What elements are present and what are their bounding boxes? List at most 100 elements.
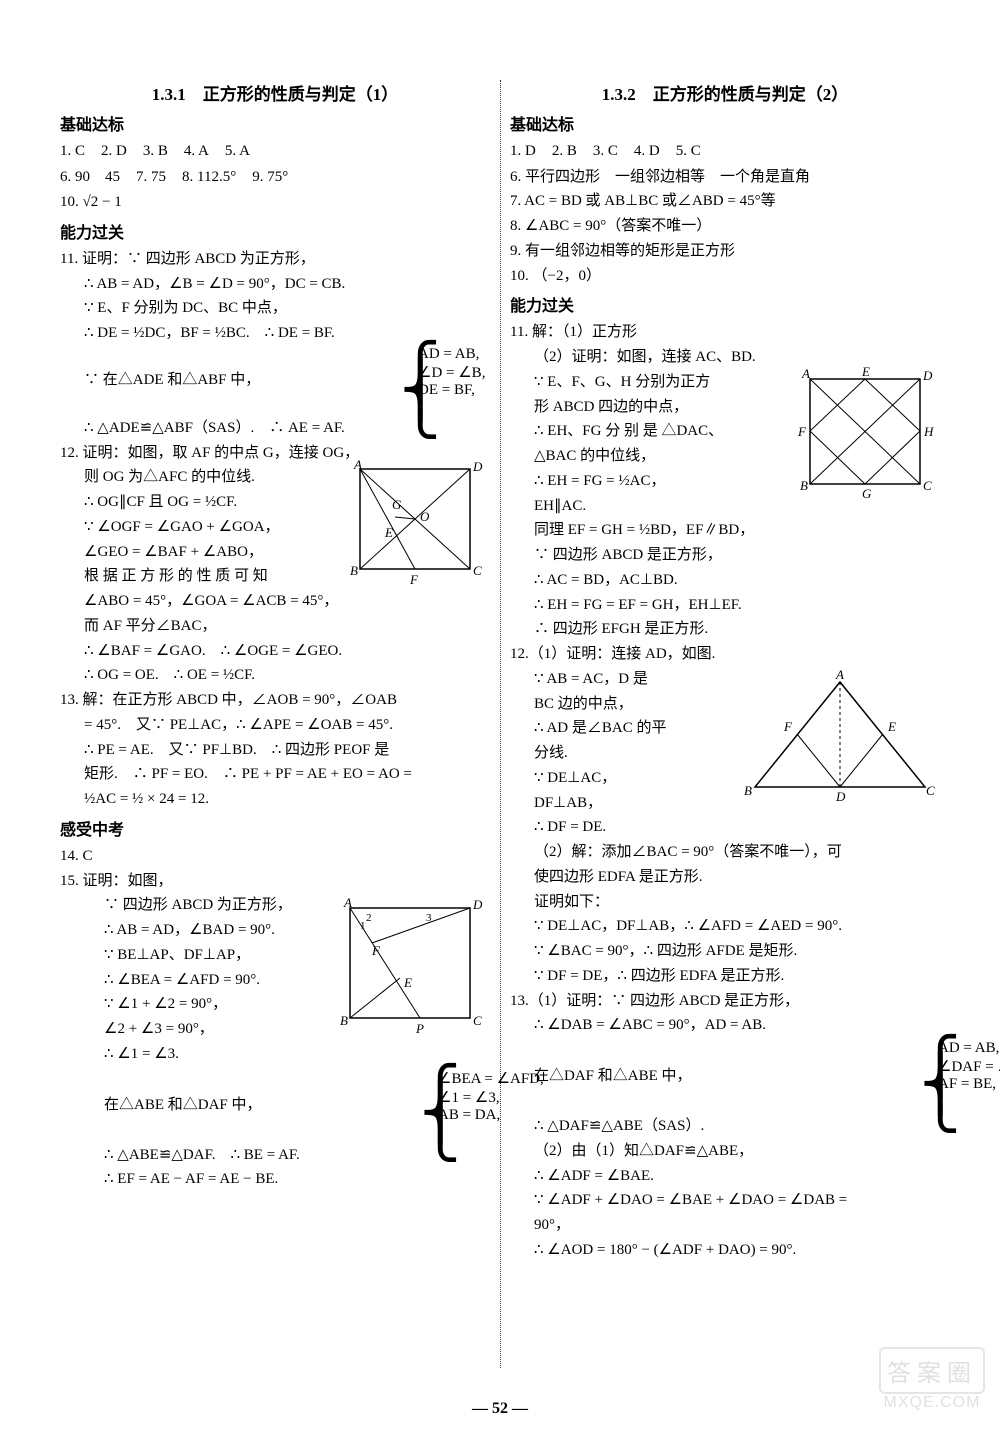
p11ar: 11. 解：（1）正方形 [510,320,940,345]
p15f: ∵ ∠1 + ∠2 = 90°， [60,992,310,1017]
left-column: 1.3.1 正方形的性质与判定（1） 基础达标 1. C 2. D 3. B 4… [60,80,490,1388]
svg-text:E: E [403,975,412,990]
p12cr: BC 边的中点， [510,692,710,717]
p11cr: ∵ E、F、G、H 分别为正方 [510,370,765,395]
column-divider [500,80,501,1368]
svg-text:P: P [415,1021,424,1036]
p15g: ∠2 + ∠3 = 90°， [60,1017,310,1042]
p11ir: 同理 EF = GH = ½BD，EF∥BD， [510,518,940,543]
brace-row: AD = AB, [938,1040,1000,1057]
p11fr: △BAC 的中位线， [510,444,765,469]
figure-r12: A B C D F E [740,667,940,807]
p12mr: ∵ ∠BAC = 90°，∴ 四边形 AFDE 是矩形. [510,939,940,964]
p12dr: ∴ AD 是∠BAC 的平 [510,716,710,741]
brace-row: ∠DAF = ∠ABE = 90°, [938,1057,1000,1076]
p15h: ∴ ∠1 = ∠3. [60,1042,310,1067]
p12br: ∵ AB = AC，D 是 [510,667,710,692]
p15e: ∴ ∠BEA = ∠AFD = 90°. [60,968,310,993]
page-number: — 52 — [0,1400,1000,1418]
section-title-1: 1.3.1 正方形的性质与判定（1） [60,80,490,105]
ans: 3. C [593,139,618,165]
p15c: ∴ AB = AD，∠BAD = 90°. [60,918,310,943]
p15i: 在△ABE 和△DAF 中， [60,1093,262,1118]
svg-text:C: C [473,1013,482,1028]
ans: 1. D [510,139,536,165]
p14: 14. C [60,844,490,869]
p12nr: ∵ DF = DE，∴ 四边形 EDFA 是正方形. [510,964,940,989]
svg-text:C: C [923,478,932,493]
p11mr: ∴ 四边形 EFGH 是正方形. [510,617,940,642]
svg-text:2: 2 [366,912,372,924]
ans: 2. D [101,139,127,165]
figure-15: A D B C P F E 1 2 3 [330,893,490,1043]
svg-text:F: F [371,943,381,958]
p11c: ∵ E、F 分别为 DC、BC 中点， [60,296,490,321]
right-column: 1.3.2 正方形的性质与判定（2） 基础达标 1. D 2. B 3. C 4… [510,80,940,1388]
ans: 3. B [143,139,168,165]
p13c: ∴ PE = AE. 又∵ PF⊥BD. ∴ 四边形 PEOF 是 [60,738,490,763]
p11gr: ∴ EH = FG = ½AC， [510,469,765,494]
p11dr: 形 ABCD 四边的中点， [510,395,765,420]
p6r: 6. 平行四边形 一组邻边相等 一个角是直角 [510,165,940,190]
p13a: 13. 解：在正方形 ABCD 中，∠AOB = 90°，∠OAB [60,688,490,713]
watermark-top: 答案圈 [879,1347,985,1394]
ans10: 10. √2 − 1 [60,190,490,215]
answers-row1r: 1. D 2. B 3. C 4. D 5. C [510,139,940,165]
p12ar: 12.（1）证明：连接 AD，如图. [510,642,940,667]
p11e: ∵ 在△ADE 和△ABF 中， [60,368,260,393]
subhead-basic: 基础达标 [60,111,490,135]
svg-text:O: O [420,509,430,524]
svg-text:E: E [384,525,393,540]
p13b: = 45°. 又∵ PE⊥AC，∴ ∠APE = ∠OAB = 45°. [60,713,490,738]
svg-text:A: A [343,895,352,910]
answers-row1: 1. C 2. D 3. B 4. A 5. A [60,139,490,165]
p12h: 而 AF 平分∠BAC， [60,614,490,639]
p13dr: ∴ △DAF≌△ABE（SAS）. [510,1114,940,1139]
p11er: ∴ EH、FG 分 别 是 △DAC、 [510,419,765,444]
svg-text:H: H [923,424,934,439]
subhead-ability-r: 能力过关 [510,292,940,316]
svg-text:E: E [861,364,870,379]
ans: 6. 90 45 [60,165,120,191]
p15d: ∵ BE⊥AP、DF⊥AP， [60,943,310,968]
p12kr: 证明如下： [510,890,940,915]
svg-text:F: F [783,719,793,734]
svg-text:C: C [926,783,935,798]
brace-row: AF = BE, [938,1076,1000,1093]
ans: 4. A [184,139,209,165]
p15k: ∴ EF = AE − AF = AE − BE. [60,1167,490,1192]
svg-text:C: C [473,563,482,578]
watermark-bot: MXQE.COM [879,1394,985,1412]
p12b: 则 OG 为△AFC 的中位线. [60,465,320,490]
ans: 2. B [552,139,577,165]
p13br: ∴ ∠DAB = ∠ABC = 90°，AD = AB. [510,1013,940,1038]
svg-text:B: B [340,1013,348,1028]
p13cr: 在△DAF 和△ABE 中， [510,1064,692,1089]
subhead-basic-r: 基础达标 [510,111,940,135]
p12ir: （2）解：添加∠BAC = 90°（答案不唯一），可 [510,840,940,865]
figure-12: A D B C F O G E [340,459,490,589]
p12jr: 使四边形 EDFA 是正方形. [510,865,940,890]
p12c: ∴ OG∥CF 且 OG = ½CF. [60,490,320,515]
p12i: ∴ ∠BAF = ∠GAO. ∴ ∠OGE = ∠GEO. [60,639,490,664]
section-title-2: 1.3.2 正方形的性质与判定（2） [510,80,940,105]
ans: 1. C [60,139,85,165]
p13fr: ∴ ∠ADF = ∠BAE. [510,1164,940,1189]
p12f: 根 据 正 方 形 的 性 质 可 知 [60,564,320,589]
svg-text:G: G [862,486,872,501]
svg-text:D: D [922,368,933,383]
p13er: （2）由（1）知△DAF≌△ABE， [510,1139,940,1164]
ans: 4. D [634,139,660,165]
ans: 5. C [676,139,701,165]
svg-text:D: D [472,897,483,912]
svg-text:B: B [744,783,752,798]
p12fr: ∵ DE⊥AC， [510,766,710,791]
ans: 8. 112.5° [182,165,236,191]
p12d: ∵ ∠OGF = ∠GAO + ∠GOA， [60,515,320,540]
svg-text:F: F [797,424,807,439]
p15a: 15. 证明：如图， [60,869,490,894]
watermark: 答案圈 MXQE.COM [879,1347,985,1412]
svg-text:B: B [350,563,358,578]
p15b: ∵ 四边形 ABCD 为正方形， [60,893,310,918]
p11kr: ∴ AC = BD，AC⊥BD. [510,568,940,593]
